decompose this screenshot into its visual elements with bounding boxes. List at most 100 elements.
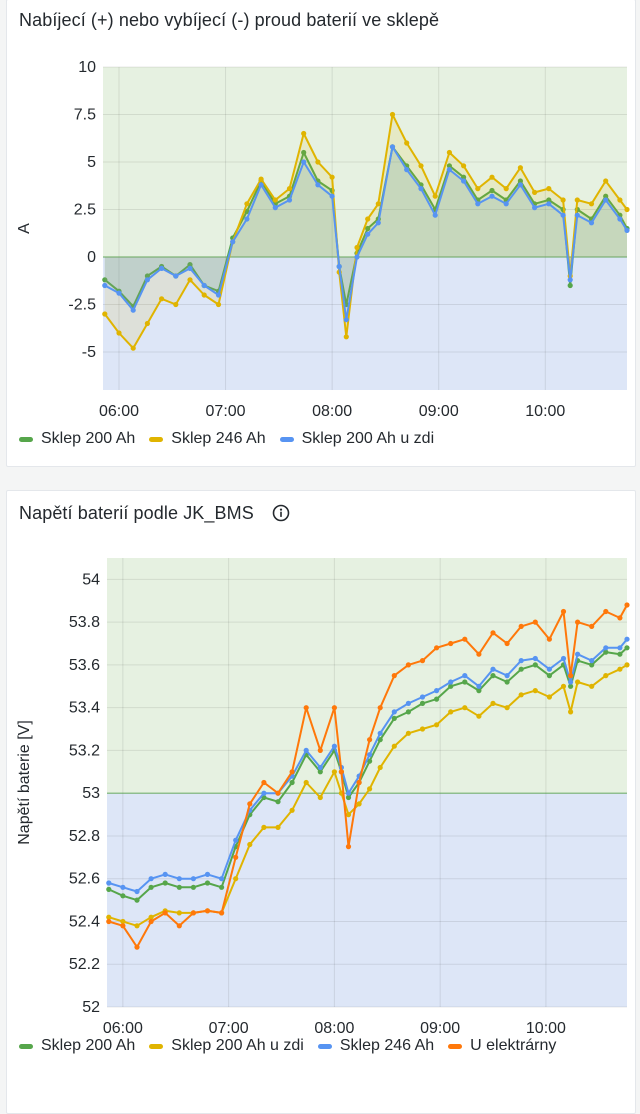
data-point[interactable] (419, 726, 426, 732)
data-point[interactable] (173, 301, 179, 308)
data-point[interactable] (624, 645, 630, 651)
legend-item[interactable]: Sklep 200 Ah (19, 1029, 135, 1063)
data-point[interactable] (375, 220, 381, 226)
data-point[interactable] (489, 193, 495, 199)
data-point[interactable] (504, 679, 510, 685)
data-point[interactable] (338, 769, 344, 775)
data-point[interactable] (204, 871, 211, 877)
data-point[interactable] (603, 193, 609, 199)
data-point[interactable] (272, 205, 278, 211)
data-point[interactable] (148, 914, 154, 920)
data-point[interactable] (391, 715, 397, 721)
data-point[interactable] (517, 165, 523, 171)
data-point[interactable] (106, 918, 112, 925)
data-point[interactable] (247, 801, 253, 807)
data-point[interactable] (286, 186, 293, 192)
data-point[interactable] (377, 737, 383, 743)
data-point[interactable] (461, 174, 467, 180)
data-point[interactable] (272, 197, 278, 203)
data-point[interactable] (130, 307, 136, 313)
data-point[interactable] (476, 688, 482, 694)
data-point[interactable] (617, 666, 623, 672)
data-point[interactable] (303, 779, 309, 786)
data-point[interactable] (532, 662, 538, 668)
data-point[interactable] (475, 201, 481, 207)
data-point[interactable] (503, 186, 509, 192)
data-point[interactable] (462, 673, 468, 679)
data-point[interactable] (489, 174, 495, 180)
data-point[interactable] (233, 876, 239, 882)
data-point[interactable] (317, 764, 323, 771)
data-point[interactable] (258, 176, 264, 182)
data-point[interactable] (476, 713, 482, 719)
data-point[interactable] (102, 311, 108, 317)
data-point[interactable] (588, 201, 595, 207)
data-point[interactable] (532, 619, 538, 625)
info-circle-icon[interactable] (272, 504, 290, 527)
data-point[interactable] (106, 880, 112, 886)
data-point[interactable] (187, 265, 193, 271)
data-point[interactable] (617, 645, 623, 651)
data-point[interactable] (446, 149, 452, 156)
data-point[interactable] (289, 779, 295, 786)
data-point[interactable] (503, 201, 509, 207)
data-point[interactable] (354, 244, 360, 251)
data-point[interactable] (603, 673, 609, 679)
data-point[interactable] (286, 197, 293, 203)
data-point[interactable] (345, 844, 352, 850)
data-point[interactable] (589, 683, 595, 689)
data-point[interactable] (546, 201, 552, 207)
data-point[interactable] (375, 201, 381, 207)
data-point[interactable] (546, 666, 553, 672)
data-point[interactable] (176, 876, 182, 882)
data-point[interactable] (391, 743, 397, 749)
data-point[interactable] (365, 216, 371, 222)
data-point[interactable] (329, 174, 335, 180)
data-point[interactable] (247, 841, 253, 848)
data-point[interactable] (261, 790, 267, 796)
data-point[interactable] (173, 273, 179, 279)
data-point[interactable] (389, 111, 396, 118)
data-point[interactable] (201, 292, 207, 298)
data-point[interactable] (518, 623, 524, 629)
legend-item[interactable]: Sklep 200 Ah (19, 422, 135, 456)
data-point[interactable] (148, 884, 154, 890)
data-point[interactable] (106, 914, 112, 920)
data-point[interactable] (568, 679, 574, 685)
data-point[interactable] (603, 645, 609, 651)
data-point[interactable] (162, 880, 168, 886)
data-point[interactable] (546, 186, 552, 192)
data-point[interactable] (204, 908, 211, 914)
data-point[interactable] (603, 608, 609, 615)
data-point[interactable] (405, 709, 411, 715)
data-point[interactable] (404, 167, 410, 173)
data-point[interactable] (215, 292, 222, 298)
data-point[interactable] (476, 683, 482, 689)
data-point[interactable] (367, 758, 373, 764)
panel-title[interactable]: Napětí baterií podle JK_BMS (19, 503, 254, 523)
data-point[interactable] (434, 722, 440, 728)
data-point[interactable] (624, 602, 630, 608)
data-point[interactable] (462, 636, 468, 642)
data-point[interactable] (391, 709, 397, 715)
data-point[interactable] (159, 265, 165, 271)
data-point[interactable] (546, 673, 553, 679)
data-point[interactable] (130, 345, 136, 351)
data-point[interactable] (365, 225, 371, 232)
legend-item[interactable]: Sklep 200 Ah u zdi (149, 1029, 304, 1063)
data-point[interactable] (490, 673, 496, 679)
data-point[interactable] (367, 786, 373, 792)
data-point[interactable] (356, 801, 362, 807)
data-point[interactable] (589, 662, 595, 668)
data-point[interactable] (116, 330, 122, 336)
data-point[interactable] (517, 182, 523, 188)
data-point[interactable] (546, 197, 552, 203)
data-point[interactable] (261, 779, 267, 786)
legend-item[interactable]: U elektrárny (448, 1029, 556, 1063)
data-point[interactable] (190, 910, 196, 916)
data-point[interactable] (419, 694, 426, 700)
data-point[interactable] (120, 893, 126, 899)
data-point[interactable] (244, 216, 250, 222)
data-point[interactable] (301, 130, 307, 137)
data-point[interactable] (419, 700, 426, 706)
